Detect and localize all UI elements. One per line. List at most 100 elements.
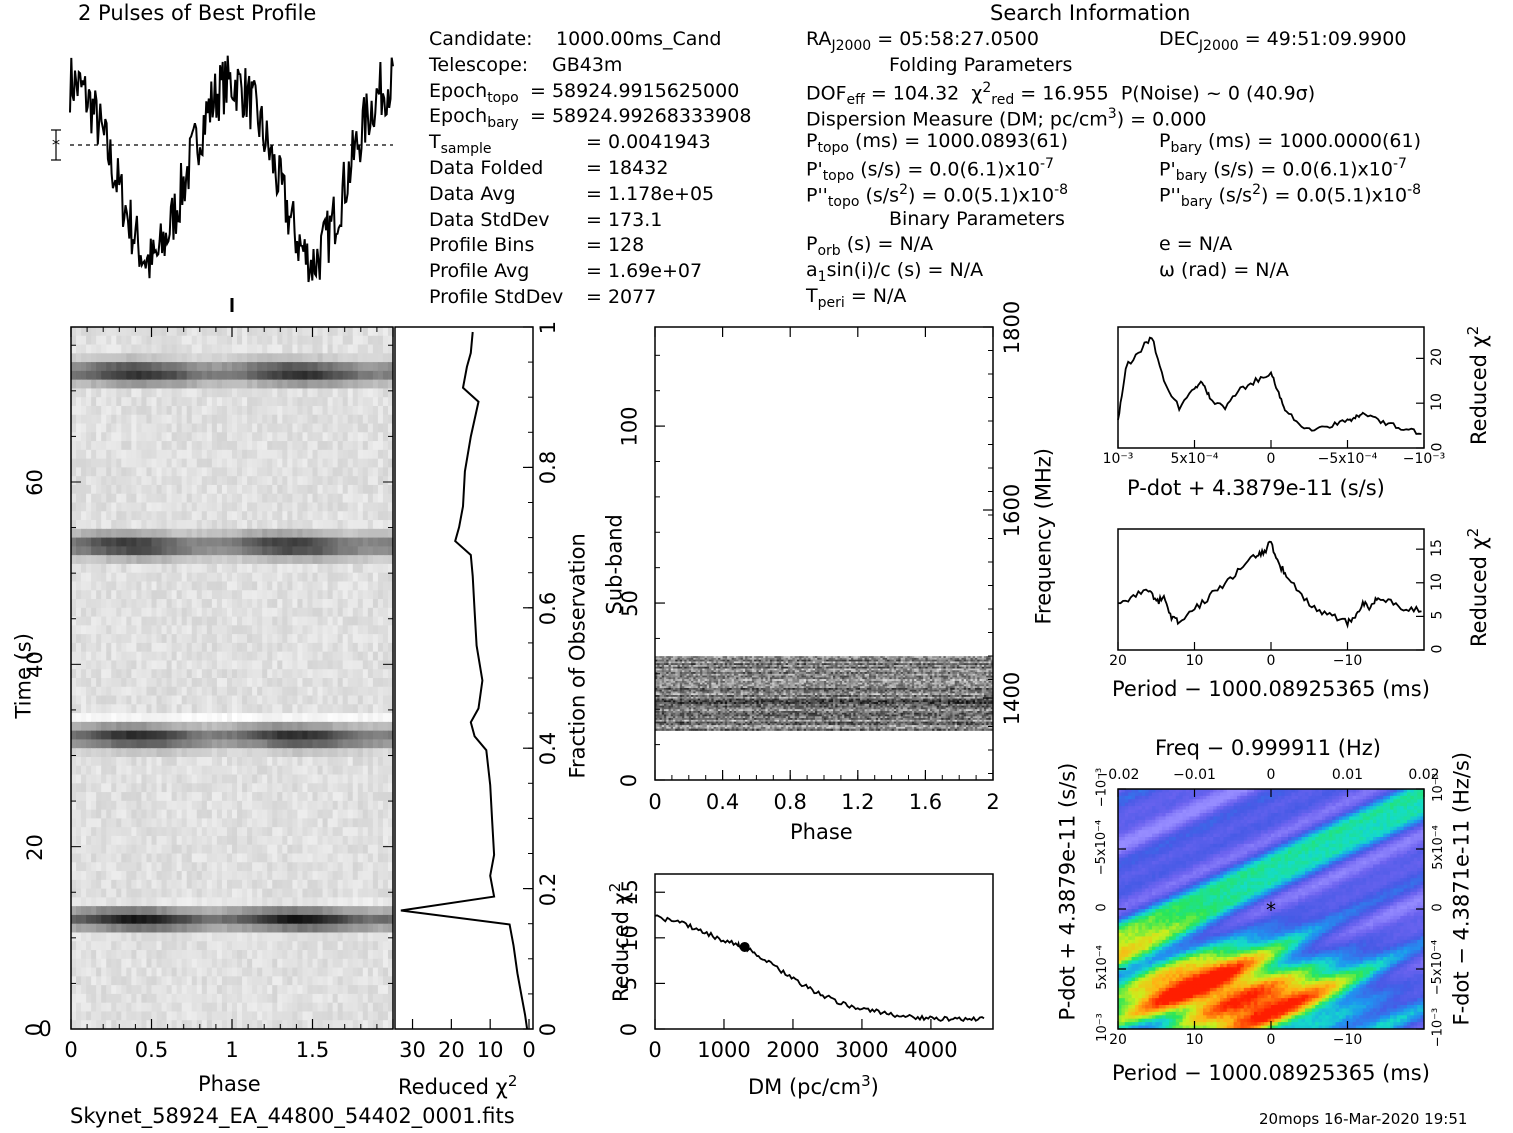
heatmap-cell [277, 397, 283, 406]
heatmap-cell [267, 432, 273, 441]
heatmap-cell [182, 529, 188, 538]
heatmap-cell [162, 424, 168, 433]
heatmap-cell [247, 388, 253, 397]
heatmap-cell [96, 783, 102, 792]
heatmap-cell [292, 818, 298, 827]
heatmap-cell [177, 739, 183, 748]
heatmap-cell [197, 669, 203, 678]
heatmap-cell [227, 599, 233, 608]
heatmap-cell [353, 634, 359, 643]
heatmap-cell [237, 643, 243, 652]
heatmap-cell [182, 459, 188, 468]
heatmap-cell [237, 959, 243, 968]
heatmap-cell [348, 459, 354, 468]
heatmap-cell [383, 696, 389, 705]
heatmap-cell [373, 801, 379, 810]
heatmap-cell [157, 599, 163, 608]
heatmap-cell [353, 696, 359, 705]
heatmap-cell [76, 608, 82, 617]
heatmap-cell [91, 476, 97, 485]
heatmap-cell [287, 538, 293, 547]
heatmap-cell [363, 546, 369, 555]
heatmap-cell [172, 608, 178, 617]
heatmap-cell [162, 345, 168, 354]
heatmap-cell [217, 739, 223, 748]
heatmap-cell [96, 599, 102, 608]
heatmap-cell [111, 889, 117, 898]
heatmap-cell [86, 503, 92, 512]
heatmap-cell [237, 617, 243, 626]
heatmap-cell [197, 432, 203, 441]
heatmap-cell [91, 827, 97, 836]
heatmap-cell [302, 792, 308, 801]
heatmap-cell [242, 380, 248, 389]
heatmap-cell [328, 424, 334, 433]
heatmap-cell [257, 845, 263, 854]
heatmap-cell [96, 748, 102, 757]
heatmap-cell [217, 441, 223, 450]
heatmap-cell [136, 897, 142, 906]
heatmap-cell [212, 704, 218, 713]
heatmap-cell [126, 345, 132, 354]
heatmap-cell [141, 889, 147, 898]
heatmap-cell [111, 801, 117, 810]
heatmap-cell [348, 959, 354, 968]
heatmap-cell [252, 687, 258, 696]
heatmap-cell [353, 757, 359, 766]
heatmap-cell [212, 897, 218, 906]
heatmap-cell [328, 380, 334, 389]
heatmap-cell [267, 660, 273, 669]
heatmap-cell [358, 441, 364, 450]
heatmap-cell [242, 573, 248, 582]
heatmap-cell [237, 485, 243, 494]
heatmap-cell [141, 915, 147, 924]
heatmap-cell [222, 757, 228, 766]
heatmap-cell [348, 783, 354, 792]
heatmap-cell [302, 415, 308, 424]
heatmap-cell [157, 897, 163, 906]
heatmap-cell [152, 459, 158, 468]
heatmap-cell [348, 897, 354, 906]
heatmap-cell [187, 748, 193, 757]
heatmap-cell [333, 915, 339, 924]
heatmap-cell [197, 397, 203, 406]
heatmap-cell [257, 862, 263, 871]
heatmap-cell [152, 889, 158, 898]
heatmap-cell [157, 345, 163, 354]
heatmap-cell [187, 388, 193, 397]
heatmap-cell [242, 792, 248, 801]
heatmap-cell [328, 625, 334, 634]
heatmap-cell [318, 388, 324, 397]
heatmap-cell [111, 783, 117, 792]
heatmap-cell [378, 722, 384, 731]
heatmap-cell [126, 520, 132, 529]
heatmap-cell [373, 862, 379, 871]
heatmap-cell [177, 748, 183, 757]
heatmap-cell [217, 485, 223, 494]
heatmap-cell [252, 783, 258, 792]
heatmap-cell [333, 924, 339, 933]
heatmap-cell [383, 336, 389, 345]
heatmap-cell [187, 687, 193, 696]
heatmap-cell [282, 871, 288, 880]
heatmap-cell [333, 959, 339, 968]
heatmap-cell [247, 976, 253, 985]
heatmap-cell [222, 520, 228, 529]
heatmap-cell [187, 678, 193, 687]
heatmap-cell [333, 494, 339, 503]
heatmap-cell [353, 353, 359, 362]
heatmap-cell [272, 634, 278, 643]
heatmap-cell [348, 581, 354, 590]
heatmap-cell [373, 406, 379, 415]
heatmap-cell [307, 362, 313, 371]
heatmap-cell [333, 827, 339, 836]
heatmap-cell [328, 634, 334, 643]
heatmap-cell [202, 775, 208, 784]
heatmap-cell [131, 467, 137, 476]
heatmap-cell [126, 704, 132, 713]
heatmap-cell [292, 529, 298, 538]
heatmap-cell [307, 915, 313, 924]
heatmap-cell [101, 581, 107, 590]
heatmap-cell [162, 950, 168, 959]
heatmap-cell [217, 906, 223, 915]
